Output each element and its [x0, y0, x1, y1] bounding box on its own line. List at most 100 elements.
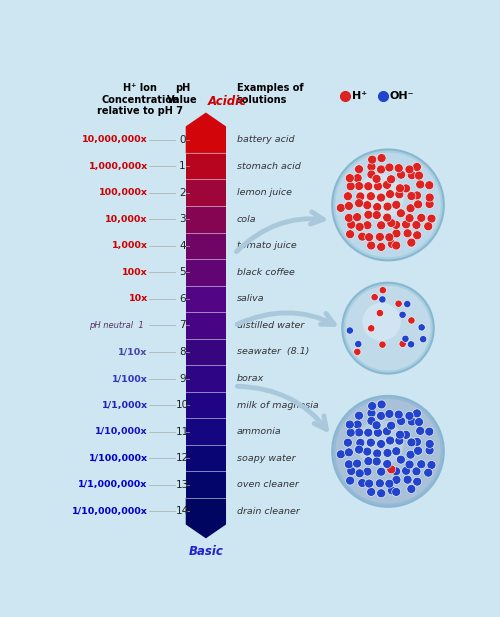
Circle shape: [344, 192, 352, 201]
Circle shape: [368, 325, 375, 332]
Text: 1/10,000x: 1/10,000x: [95, 427, 148, 436]
Text: 10,000,000x: 10,000,000x: [82, 135, 148, 144]
Circle shape: [412, 231, 422, 239]
Text: cola: cola: [237, 215, 256, 224]
Circle shape: [382, 427, 392, 436]
Circle shape: [379, 341, 386, 348]
Circle shape: [356, 420, 404, 467]
Circle shape: [376, 221, 386, 230]
Circle shape: [414, 171, 424, 180]
Circle shape: [383, 202, 392, 211]
Circle shape: [417, 460, 426, 469]
Circle shape: [344, 460, 354, 469]
Circle shape: [376, 467, 386, 476]
Text: 1/100,000x: 1/100,000x: [88, 453, 148, 463]
Text: Examples of
solutions: Examples of solutions: [237, 83, 304, 105]
Circle shape: [382, 180, 392, 189]
Circle shape: [344, 438, 352, 447]
Circle shape: [336, 450, 345, 458]
Text: 1/10x: 1/10x: [118, 347, 148, 357]
Circle shape: [414, 418, 424, 426]
Circle shape: [367, 162, 376, 171]
Circle shape: [376, 233, 384, 241]
Circle shape: [377, 154, 386, 162]
Circle shape: [376, 193, 386, 202]
Circle shape: [336, 399, 440, 503]
Circle shape: [372, 202, 382, 212]
Text: tomato juice: tomato juice: [237, 241, 296, 251]
Circle shape: [344, 448, 354, 457]
Circle shape: [376, 310, 384, 317]
Polygon shape: [186, 112, 226, 153]
Text: 1,000x: 1,000x: [112, 241, 148, 251]
Circle shape: [354, 428, 364, 437]
Circle shape: [404, 300, 411, 308]
Circle shape: [376, 412, 386, 420]
Text: 8: 8: [180, 347, 186, 357]
Circle shape: [346, 420, 354, 429]
Circle shape: [417, 213, 426, 222]
Circle shape: [386, 175, 396, 184]
Circle shape: [372, 210, 381, 220]
Circle shape: [379, 296, 386, 303]
Circle shape: [385, 163, 394, 172]
Bar: [186, 365, 226, 392]
Circle shape: [364, 210, 373, 219]
Circle shape: [364, 182, 373, 191]
Text: black coffee: black coffee: [237, 268, 295, 277]
Circle shape: [383, 449, 392, 457]
Circle shape: [354, 348, 361, 355]
Circle shape: [372, 457, 381, 466]
Circle shape: [372, 449, 382, 458]
Circle shape: [412, 409, 422, 418]
Circle shape: [385, 410, 394, 418]
Text: 1/10,000,000x: 1/10,000,000x: [72, 507, 148, 516]
Circle shape: [336, 204, 345, 212]
Circle shape: [364, 457, 373, 466]
Text: 12: 12: [176, 453, 189, 463]
Circle shape: [408, 417, 416, 426]
Text: 10,000x: 10,000x: [105, 215, 148, 224]
Text: oven cleaner: oven cleaner: [237, 480, 298, 489]
Circle shape: [392, 467, 400, 476]
Circle shape: [355, 469, 364, 478]
Text: stomach acid: stomach acid: [237, 162, 300, 171]
Text: 1: 1: [180, 161, 186, 171]
Circle shape: [347, 466, 356, 476]
Bar: [186, 392, 226, 418]
Circle shape: [406, 204, 415, 213]
Text: pH neutral  1: pH neutral 1: [89, 321, 144, 330]
Circle shape: [356, 192, 365, 201]
Circle shape: [427, 214, 436, 223]
Circle shape: [408, 171, 416, 180]
Text: lemon juice: lemon juice: [237, 188, 292, 197]
Text: 1,000,000x: 1,000,000x: [88, 162, 148, 171]
Text: 10x: 10x: [128, 294, 148, 304]
Circle shape: [354, 165, 364, 174]
Circle shape: [392, 220, 400, 230]
Text: Basic: Basic: [188, 545, 224, 558]
Circle shape: [412, 191, 422, 200]
Circle shape: [416, 426, 424, 436]
Circle shape: [386, 421, 396, 430]
Circle shape: [376, 165, 386, 174]
Circle shape: [332, 149, 444, 260]
Bar: [186, 471, 226, 498]
Text: 2: 2: [180, 188, 186, 197]
Circle shape: [424, 468, 432, 477]
Circle shape: [386, 189, 394, 199]
Circle shape: [412, 467, 421, 476]
Circle shape: [388, 239, 396, 249]
Circle shape: [336, 152, 440, 257]
Bar: [186, 233, 226, 259]
Circle shape: [402, 466, 410, 475]
Circle shape: [364, 233, 374, 242]
Circle shape: [395, 190, 404, 199]
Circle shape: [379, 287, 386, 294]
Circle shape: [396, 416, 406, 426]
Circle shape: [420, 336, 427, 343]
Circle shape: [396, 430, 404, 439]
Circle shape: [353, 420, 362, 429]
Text: seawater  (8.1): seawater (8.1): [237, 347, 309, 357]
Circle shape: [403, 229, 412, 238]
